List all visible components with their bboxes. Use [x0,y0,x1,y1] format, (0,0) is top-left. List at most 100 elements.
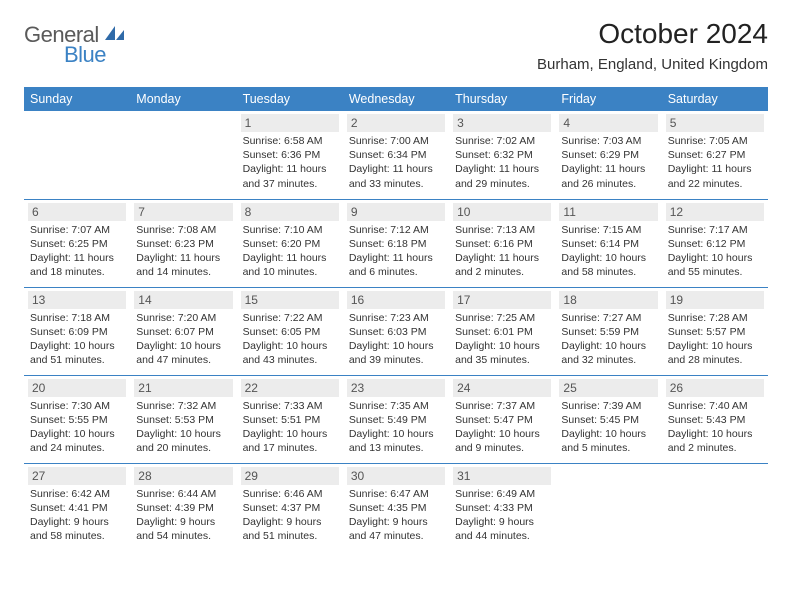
cell-line-sunset: Sunset: 4:39 PM [136,501,230,515]
cell-line-sunrise: Sunrise: 7:23 AM [349,311,443,325]
calendar-week-row: 20Sunrise: 7:30 AMSunset: 5:55 PMDayligh… [24,375,768,463]
month-title: October 2024 [537,18,768,50]
header-row: General Blue October 2024 Burham, Englan… [24,18,768,73]
day-number: 16 [347,291,445,309]
cell-body: Sunrise: 7:20 AMSunset: 6:07 PMDaylight:… [134,309,232,368]
cell-line-daylight1: Daylight: 10 hours [668,427,762,441]
cell-line-daylight1: Daylight: 10 hours [455,427,549,441]
cell-line-daylight2: and 32 minutes. [561,353,655,367]
calendar-cell: 29Sunrise: 6:46 AMSunset: 4:37 PMDayligh… [237,463,343,551]
calendar-cell: 13Sunrise: 7:18 AMSunset: 6:09 PMDayligh… [24,287,130,375]
weekday-header: Saturday [662,87,768,111]
cell-line-sunset: Sunset: 6:32 PM [455,148,549,162]
cell-line-sunrise: Sunrise: 7:10 AM [243,223,337,237]
cell-line-sunrise: Sunrise: 6:46 AM [243,487,337,501]
calendar-cell: 5Sunrise: 7:05 AMSunset: 6:27 PMDaylight… [662,111,768,199]
cell-line-daylight2: and 35 minutes. [455,353,549,367]
cell-line-daylight1: Daylight: 10 hours [455,339,549,353]
cell-line-daylight2: and 2 minutes. [455,265,549,279]
calendar-cell: 23Sunrise: 7:35 AMSunset: 5:49 PMDayligh… [343,375,449,463]
cell-line-daylight2: and 24 minutes. [30,441,124,455]
cell-line-daylight2: and 20 minutes. [136,441,230,455]
day-number: 14 [134,291,232,309]
cell-line-sunrise: Sunrise: 7:13 AM [455,223,549,237]
cell-line-daylight2: and 37 minutes. [243,177,337,191]
calendar-header: Sunday Monday Tuesday Wednesday Thursday… [24,87,768,111]
cell-body: Sunrise: 7:28 AMSunset: 5:57 PMDaylight:… [666,309,764,368]
day-number: 24 [453,379,551,397]
cell-line-sunrise: Sunrise: 7:30 AM [30,399,124,413]
cell-line-daylight2: and 47 minutes. [136,353,230,367]
calendar-cell [130,111,236,199]
cell-line-daylight1: Daylight: 11 hours [668,162,762,176]
calendar-cell: 27Sunrise: 6:42 AMSunset: 4:41 PMDayligh… [24,463,130,551]
cell-line-sunrise: Sunrise: 7:39 AM [561,399,655,413]
cell-body: Sunrise: 6:46 AMSunset: 4:37 PMDaylight:… [241,485,339,544]
day-number: 26 [666,379,764,397]
cell-line-sunset: Sunset: 6:03 PM [349,325,443,339]
cell-body: Sunrise: 7:07 AMSunset: 6:25 PMDaylight:… [28,221,126,280]
day-number: 13 [28,291,126,309]
cell-body: Sunrise: 7:37 AMSunset: 5:47 PMDaylight:… [453,397,551,456]
cell-line-daylight1: Daylight: 10 hours [30,339,124,353]
day-number: 3 [453,114,551,132]
cell-line-daylight2: and 39 minutes. [349,353,443,367]
weekday-header: Monday [130,87,236,111]
cell-line-sunrise: Sunrise: 7:32 AM [136,399,230,413]
calendar-cell: 22Sunrise: 7:33 AMSunset: 5:51 PMDayligh… [237,375,343,463]
calendar-cell: 11Sunrise: 7:15 AMSunset: 6:14 PMDayligh… [555,199,661,287]
cell-line-daylight1: Daylight: 9 hours [349,515,443,529]
cell-line-daylight1: Daylight: 10 hours [668,339,762,353]
cell-line-daylight2: and 51 minutes. [243,529,337,543]
cell-line-sunrise: Sunrise: 7:22 AM [243,311,337,325]
cell-line-daylight2: and 47 minutes. [349,529,443,543]
calendar-cell: 21Sunrise: 7:32 AMSunset: 5:53 PMDayligh… [130,375,236,463]
cell-line-daylight1: Daylight: 10 hours [668,251,762,265]
calendar-week-row: 27Sunrise: 6:42 AMSunset: 4:41 PMDayligh… [24,463,768,551]
cell-line-daylight1: Daylight: 10 hours [243,339,337,353]
cell-line-daylight1: Daylight: 11 hours [349,251,443,265]
cell-line-daylight1: Daylight: 9 hours [136,515,230,529]
day-number: 8 [241,203,339,221]
day-number: 25 [559,379,657,397]
cell-line-sunset: Sunset: 6:01 PM [455,325,549,339]
calendar-cell: 24Sunrise: 7:37 AMSunset: 5:47 PMDayligh… [449,375,555,463]
calendar-cell [662,463,768,551]
weekday-header: Wednesday [343,87,449,111]
cell-line-sunrise: Sunrise: 7:08 AM [136,223,230,237]
cell-line-daylight1: Daylight: 10 hours [349,339,443,353]
cell-line-daylight1: Daylight: 10 hours [136,339,230,353]
day-number: 5 [666,114,764,132]
cell-line-sunset: Sunset: 4:37 PM [243,501,337,515]
cell-line-sunset: Sunset: 6:23 PM [136,237,230,251]
day-number: 19 [666,291,764,309]
weekday-header: Friday [555,87,661,111]
logo: General Blue [24,18,125,68]
cell-body: Sunrise: 7:17 AMSunset: 6:12 PMDaylight:… [666,221,764,280]
weekday-header: Sunday [24,87,130,111]
cell-line-daylight1: Daylight: 10 hours [243,427,337,441]
cell-line-daylight2: and 55 minutes. [668,265,762,279]
cell-line-daylight2: and 58 minutes. [30,529,124,543]
calendar-cell: 2Sunrise: 7:00 AMSunset: 6:34 PMDaylight… [343,111,449,199]
calendar-cell: 14Sunrise: 7:20 AMSunset: 6:07 PMDayligh… [130,287,236,375]
calendar-cell: 18Sunrise: 7:27 AMSunset: 5:59 PMDayligh… [555,287,661,375]
cell-line-sunset: Sunset: 4:33 PM [455,501,549,515]
cell-line-daylight2: and 18 minutes. [30,265,124,279]
cell-body: Sunrise: 7:05 AMSunset: 6:27 PMDaylight:… [666,132,764,191]
cell-line-sunset: Sunset: 6:18 PM [349,237,443,251]
cell-body: Sunrise: 7:35 AMSunset: 5:49 PMDaylight:… [347,397,445,456]
cell-line-sunset: Sunset: 6:36 PM [243,148,337,162]
cell-line-sunrise: Sunrise: 7:12 AM [349,223,443,237]
calendar-cell: 4Sunrise: 7:03 AMSunset: 6:29 PMDaylight… [555,111,661,199]
day-number: 1 [241,114,339,132]
calendar-week-row: 1Sunrise: 6:58 AMSunset: 6:36 PMDaylight… [24,111,768,199]
calendar-cell: 31Sunrise: 6:49 AMSunset: 4:33 PMDayligh… [449,463,555,551]
cell-line-daylight1: Daylight: 11 hours [349,162,443,176]
calendar-cell: 20Sunrise: 7:30 AMSunset: 5:55 PMDayligh… [24,375,130,463]
day-number: 21 [134,379,232,397]
calendar-cell: 3Sunrise: 7:02 AMSunset: 6:32 PMDaylight… [449,111,555,199]
cell-line-sunrise: Sunrise: 7:37 AM [455,399,549,413]
cell-line-daylight2: and 13 minutes. [349,441,443,455]
cell-body: Sunrise: 7:15 AMSunset: 6:14 PMDaylight:… [559,221,657,280]
